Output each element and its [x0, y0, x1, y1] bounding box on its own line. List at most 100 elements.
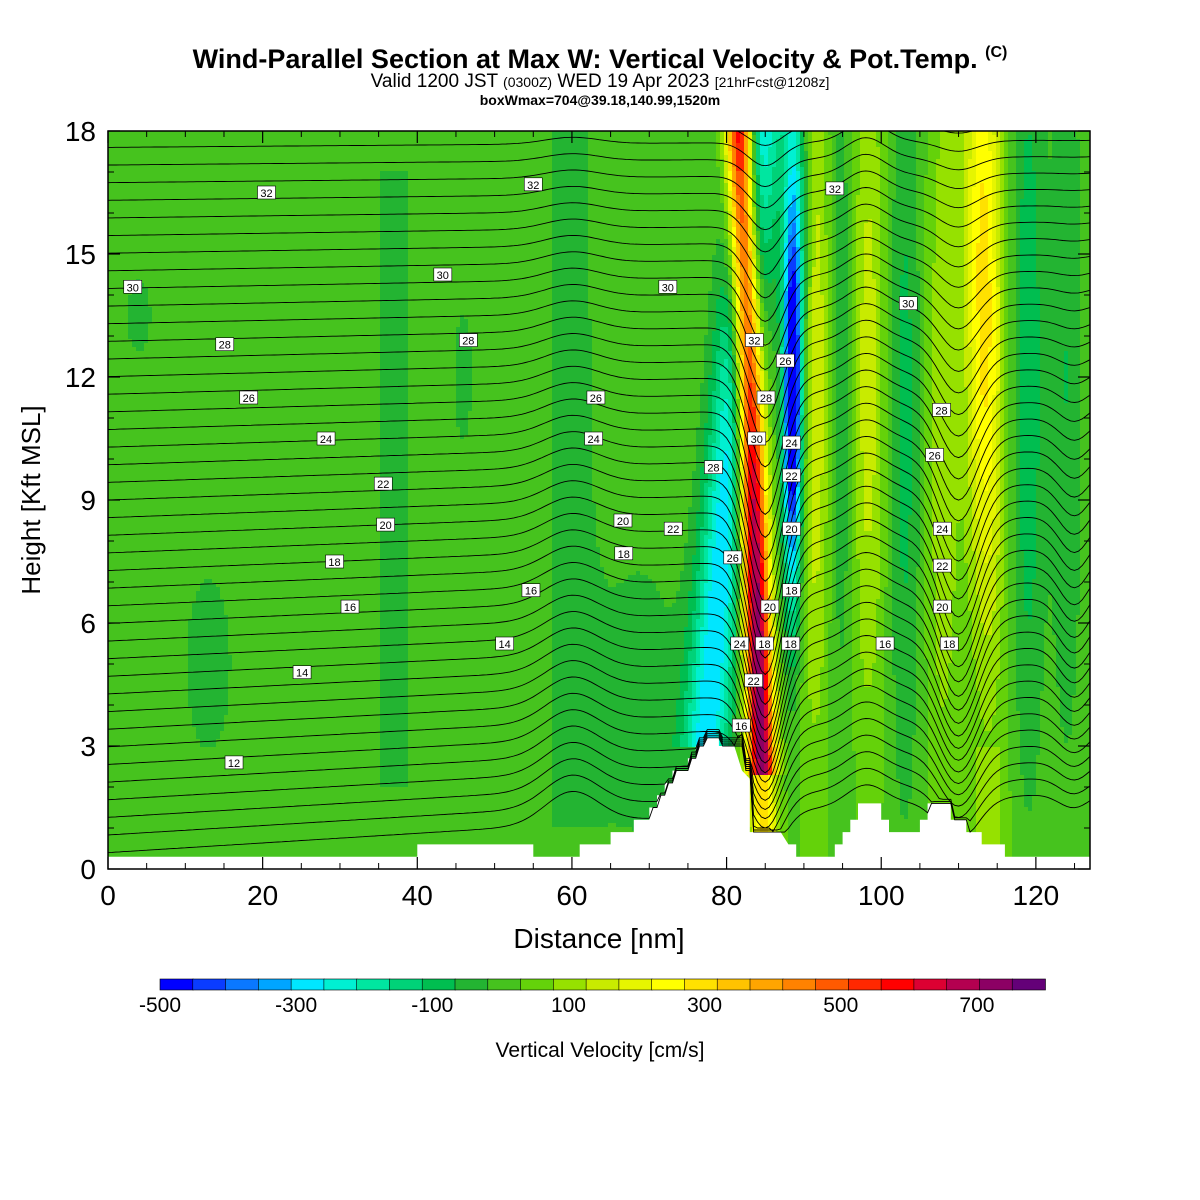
contour-label-text: 20 [785, 524, 797, 536]
contour-label: 18 [782, 637, 800, 651]
colorbar-swatch [422, 979, 455, 990]
contour-label: 20 [933, 600, 951, 614]
contour-label-text: 16 [879, 639, 891, 651]
colorbar-tick-label: 700 [959, 994, 994, 1017]
contour-label: 28 [459, 334, 477, 348]
contour-label-text: 24 [936, 524, 948, 536]
colorbar-swatch [521, 979, 554, 990]
contour-label-text: 24 [785, 438, 797, 450]
colorbar-swatch [291, 979, 324, 990]
y-tick-label: 15 [65, 239, 96, 270]
colorbar: -500 -300 -100 100 300 500 700 [139, 979, 1046, 1017]
contour-label: 30 [659, 280, 677, 294]
x-tick-label: 20 [247, 880, 278, 911]
contour-label: 18 [326, 555, 344, 569]
contour-label-text: 18 [618, 549, 630, 561]
y-tick-label: 9 [80, 485, 96, 516]
contour-label-text: 30 [662, 282, 674, 294]
contour-label-text: 20 [379, 520, 391, 532]
contour-label: 28 [933, 403, 951, 417]
contour-label-text: 26 [928, 450, 940, 462]
colorbar-swatch [750, 979, 783, 990]
y-tick-label: 6 [80, 608, 96, 639]
colorbar-swatch [979, 979, 1012, 990]
colorbar-tick-label: -100 [411, 994, 453, 1017]
colorbar-swatch [226, 979, 259, 990]
contour-label: 16 [341, 600, 359, 614]
contour-label-text: 32 [527, 180, 539, 192]
contour-label-text: 32 [748, 336, 760, 348]
contour-label-text: 18 [328, 557, 340, 569]
contour-label: 24 [783, 436, 801, 450]
contour-label-text: 22 [667, 524, 679, 536]
contour-label-text: 28 [219, 340, 231, 352]
contour-label: 26 [776, 354, 794, 368]
contour-label-text: 30 [127, 282, 139, 294]
contour-label-text: 30 [751, 434, 763, 446]
contour-label-text: 30 [437, 270, 449, 282]
contour-label-text: 18 [943, 639, 955, 651]
contour-label: 22 [664, 522, 682, 536]
colorbar-tick-label: -500 [139, 994, 181, 1017]
contour-label-text: 18 [785, 586, 797, 598]
colorbar-swatch [717, 979, 750, 990]
contour-label-text: 20 [764, 602, 776, 614]
contour-label-text: 12 [228, 758, 240, 770]
contour-label-text: 26 [779, 356, 791, 368]
contour-label: 14 [496, 637, 514, 651]
contour-label: 26 [240, 391, 258, 405]
contour-label-text: 18 [785, 639, 797, 651]
contour-label-text: 32 [260, 188, 272, 200]
colorbar-swatch [684, 979, 717, 990]
contour-label: 30 [748, 432, 766, 446]
contour-label-text: 28 [935, 405, 947, 417]
x-tick-label: 120 [1013, 880, 1060, 911]
contour-label-text: 28 [760, 393, 772, 405]
contour-label-text: 22 [936, 561, 948, 573]
contour-label: 20 [377, 518, 395, 532]
contour-label: 22 [783, 469, 801, 483]
contour-label-text: 22 [377, 479, 389, 491]
contour-label: 18 [940, 637, 958, 651]
contour-label-text: 20 [936, 602, 948, 614]
y-tick-label: 18 [65, 116, 96, 147]
colorbar-swatch [1012, 979, 1045, 990]
colorbar-swatch [619, 979, 652, 990]
contour-label-text: 18 [758, 639, 770, 651]
contour-label: 30 [124, 280, 142, 294]
contour-label-text: 16 [525, 586, 537, 598]
contour-label-text: 14 [296, 668, 308, 680]
colorbar-swatch [652, 979, 685, 990]
colorbar-swatch [193, 979, 226, 990]
colorbar-swatch [258, 979, 291, 990]
contour-label-text: 16 [344, 602, 356, 614]
contour-label: 18 [615, 547, 633, 561]
contour-label-text: 26 [727, 553, 739, 565]
contour-label: 22 [374, 477, 392, 491]
colorbar-tick-label: 300 [687, 994, 722, 1017]
contour-label: 28 [704, 461, 722, 475]
colorbar-swatch [816, 979, 849, 990]
colorbar-swatch [848, 979, 881, 990]
contour-label: 16 [522, 584, 540, 598]
colorbar-swatch [357, 979, 390, 990]
contour-label: 16 [732, 719, 750, 733]
colorbar-label: Vertical Velocity [cm/s] [496, 1039, 705, 1062]
contour-label-text: 16 [735, 721, 747, 733]
contour-label: 28 [757, 391, 775, 405]
contour-label-text: 32 [829, 184, 841, 196]
contour-label: 22 [933, 559, 951, 573]
contour-label-text: 24 [587, 434, 599, 446]
colorbar-swatch [324, 979, 357, 990]
contour-label: 20 [614, 514, 632, 528]
colorbar-tick-label: -300 [275, 994, 317, 1017]
contour-label: 26 [587, 391, 605, 405]
contour-label: 24 [585, 432, 603, 446]
colorbar-tick-label: 100 [551, 994, 586, 1017]
contour-label: 32 [826, 182, 844, 196]
colorbar-swatch [488, 979, 521, 990]
colorbar-swatch [160, 979, 193, 990]
x-tick-label: 0 [100, 880, 116, 911]
contour-label-text: 14 [499, 639, 511, 651]
contour-label: 32 [524, 178, 542, 192]
